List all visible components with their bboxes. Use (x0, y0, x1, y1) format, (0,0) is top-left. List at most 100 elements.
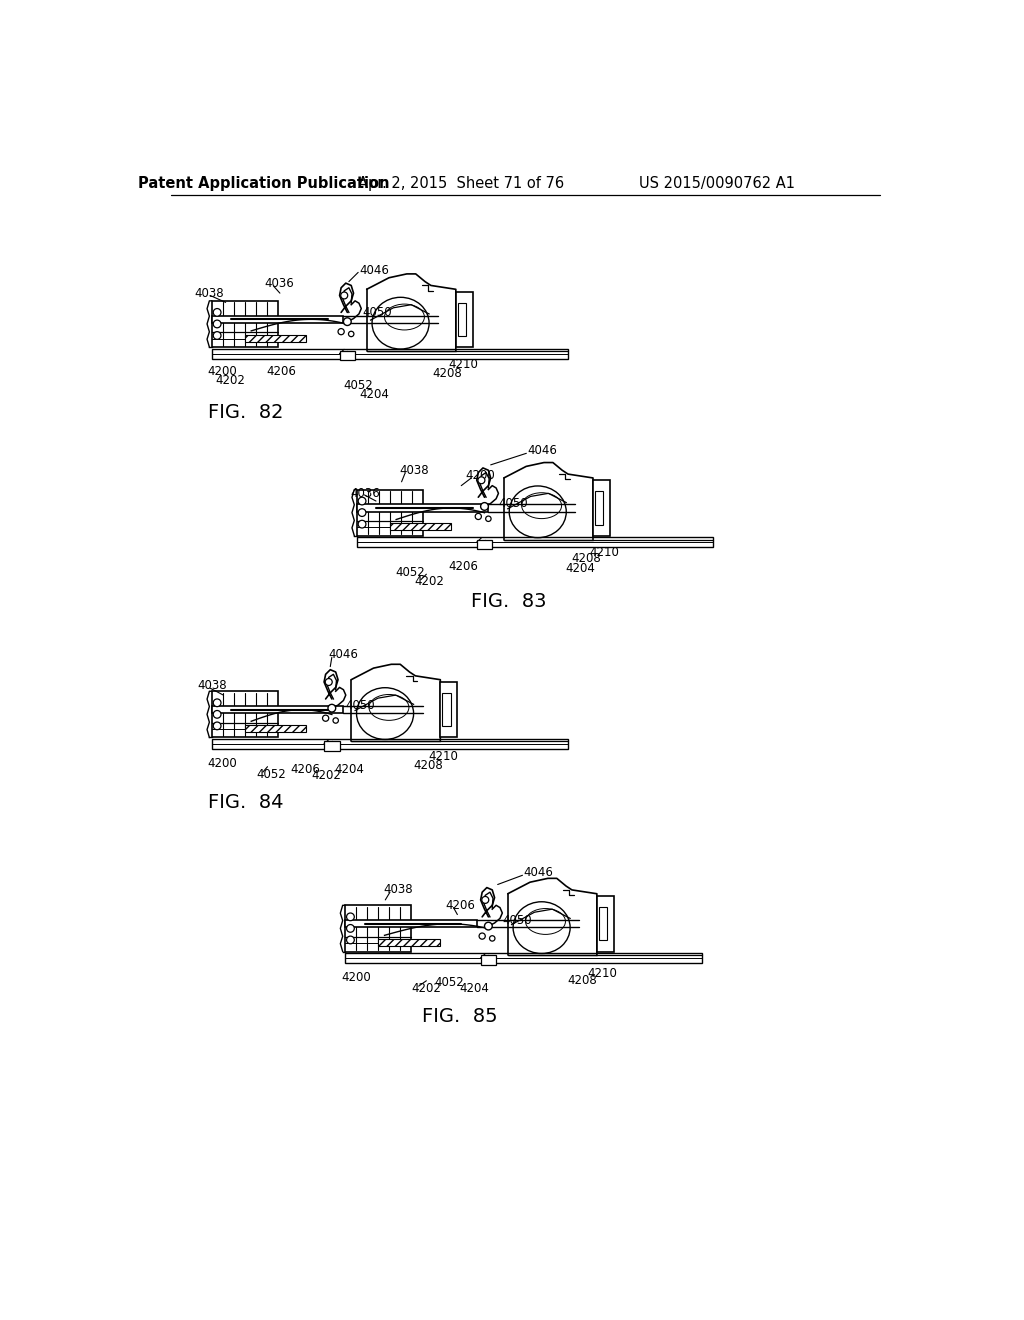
Text: 4206: 4206 (291, 763, 321, 776)
Bar (345, 906, 411, 952)
Circle shape (326, 678, 332, 685)
Text: 4210: 4210 (589, 546, 618, 560)
Text: 4200: 4200 (208, 758, 238, 770)
Circle shape (341, 292, 348, 298)
Text: 4210: 4210 (429, 750, 459, 763)
Bar (245, 725, 306, 731)
Circle shape (348, 331, 354, 337)
Text: 4208: 4208 (567, 974, 597, 987)
Circle shape (343, 318, 351, 326)
Text: 4210: 4210 (588, 966, 617, 979)
Circle shape (475, 513, 481, 520)
Circle shape (328, 705, 336, 711)
Text: 4038: 4038 (399, 463, 429, 477)
Text: 4202: 4202 (415, 576, 444, 589)
Bar (389, 523, 452, 531)
Text: 4050: 4050 (346, 698, 376, 711)
Text: 4206: 4206 (266, 366, 296, 379)
Circle shape (346, 913, 354, 921)
Circle shape (213, 700, 221, 706)
Circle shape (323, 715, 329, 721)
Text: 4038: 4038 (195, 286, 224, 300)
Bar (440, 682, 458, 738)
Text: 4202: 4202 (311, 770, 341, 783)
Bar (212, 706, 343, 713)
Bar (458, 302, 466, 337)
Circle shape (478, 477, 485, 483)
Text: 4052: 4052 (395, 566, 425, 579)
Bar (345, 920, 477, 928)
Bar (212, 315, 343, 323)
Bar (595, 491, 603, 524)
Bar (345, 953, 701, 964)
Text: 4202: 4202 (411, 982, 440, 995)
Text: 4204: 4204 (334, 763, 364, 776)
Text: 4200: 4200 (208, 366, 238, 379)
Text: 4036: 4036 (350, 487, 380, 500)
Circle shape (481, 896, 488, 903)
Text: 4204: 4204 (460, 982, 489, 995)
Bar (442, 693, 451, 726)
Bar (245, 334, 306, 342)
Bar (212, 348, 568, 359)
Text: FIG.  83: FIG. 83 (471, 591, 547, 611)
Circle shape (346, 924, 354, 932)
Circle shape (213, 321, 221, 327)
Text: 4050: 4050 (503, 915, 531, 927)
Text: 4046: 4046 (523, 866, 553, 879)
Bar (378, 939, 439, 946)
Circle shape (213, 309, 221, 317)
Text: 4200: 4200 (341, 972, 371, 985)
Bar (356, 490, 423, 536)
Circle shape (485, 516, 492, 521)
Circle shape (358, 498, 366, 506)
Bar (212, 692, 278, 738)
Circle shape (358, 508, 366, 516)
Text: 4052: 4052 (343, 379, 373, 392)
Text: 4208: 4208 (414, 759, 443, 772)
Text: Patent Application Publication: Patent Application Publication (138, 177, 389, 191)
Text: 4050: 4050 (499, 496, 528, 510)
Bar (593, 480, 610, 536)
Bar (212, 301, 278, 347)
Bar (324, 742, 340, 751)
Bar (356, 537, 713, 548)
Text: 4204: 4204 (359, 388, 389, 401)
Text: 4200: 4200 (465, 469, 495, 482)
Circle shape (213, 710, 221, 718)
Circle shape (358, 520, 366, 528)
Text: FIG.  85: FIG. 85 (423, 1007, 498, 1027)
Text: 4038: 4038 (384, 883, 414, 896)
Circle shape (338, 329, 344, 335)
Text: 4204: 4204 (566, 561, 596, 574)
Circle shape (346, 936, 354, 944)
Circle shape (479, 933, 485, 940)
Bar (599, 907, 607, 940)
Circle shape (480, 503, 488, 511)
Bar (212, 739, 568, 748)
Text: 4046: 4046 (328, 648, 357, 661)
Text: FIG.  84: FIG. 84 (208, 793, 284, 812)
Circle shape (213, 331, 221, 339)
Bar (456, 292, 473, 347)
Bar (356, 504, 488, 512)
Bar (597, 896, 614, 952)
Text: 4050: 4050 (362, 306, 392, 319)
Circle shape (489, 936, 495, 941)
Text: 4052: 4052 (434, 975, 464, 989)
Text: Apr. 2, 2015  Sheet 71 of 76: Apr. 2, 2015 Sheet 71 of 76 (358, 177, 564, 191)
Text: 4038: 4038 (198, 678, 227, 692)
Circle shape (333, 718, 338, 723)
Text: 4046: 4046 (359, 264, 389, 277)
Circle shape (213, 722, 221, 730)
Text: FIG.  82: FIG. 82 (208, 403, 284, 422)
Text: 4208: 4208 (432, 367, 462, 380)
Bar (340, 351, 355, 360)
Text: 4206: 4206 (449, 560, 478, 573)
Text: US 2015/0090762 A1: US 2015/0090762 A1 (639, 177, 795, 191)
Text: 4036: 4036 (264, 277, 294, 290)
Circle shape (484, 923, 493, 929)
Text: 4052: 4052 (257, 768, 287, 781)
Text: 4046: 4046 (527, 445, 557, 458)
Text: 4210: 4210 (449, 358, 478, 371)
